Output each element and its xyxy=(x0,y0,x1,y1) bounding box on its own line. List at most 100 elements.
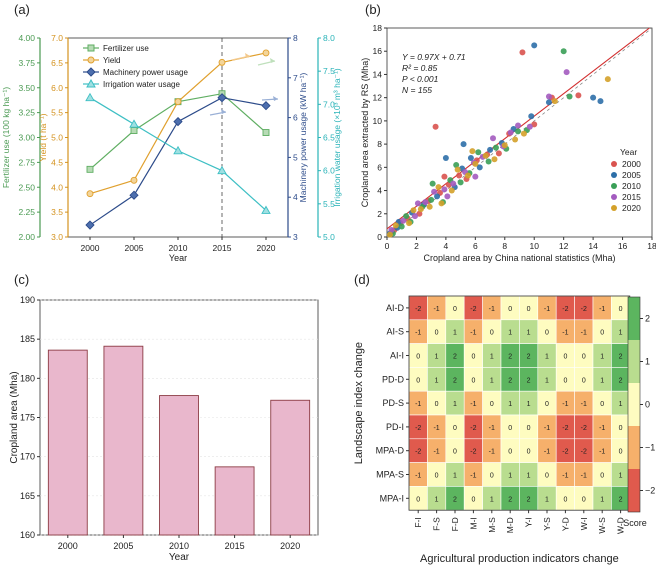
data-point-yield xyxy=(174,98,182,106)
scatter-point-2015 xyxy=(490,135,496,142)
cell-value: 1 xyxy=(435,377,439,384)
cell-value: 0 xyxy=(582,377,586,384)
y-axis-title-3: Irrigation water usage (×10³ m³ ha⁻¹) xyxy=(332,68,342,207)
cell-value: 0 xyxy=(453,425,457,432)
data-point-yield xyxy=(218,58,226,66)
panel-a-label: (a) xyxy=(14,2,30,17)
legend-marker xyxy=(611,183,617,189)
x-tick-label: 2010 xyxy=(169,541,189,551)
cell-value: 1 xyxy=(508,473,512,480)
cell-value: 0 xyxy=(619,306,623,313)
cell-value: 2 xyxy=(453,496,457,503)
cell-value: 0 xyxy=(416,496,420,503)
scatter-point-2010 xyxy=(560,48,567,55)
scatter-point-2015 xyxy=(450,180,457,187)
cell-value: -1 xyxy=(489,449,495,456)
colorbar-tick-label: −1 xyxy=(645,443,655,453)
cell-value: -1 xyxy=(470,401,476,408)
scatter-point-2020 xyxy=(448,187,455,194)
scatter-point-2015 xyxy=(414,200,421,207)
x-tick-label: 2005 xyxy=(113,541,133,551)
y-tick-label: 7.0 xyxy=(51,33,63,43)
cell-value: 0 xyxy=(563,496,567,503)
cell-value: -1 xyxy=(433,425,439,432)
y-tick-label: 7.5 xyxy=(323,66,335,76)
cell-value: 0 xyxy=(582,496,586,503)
row-label: PD-I xyxy=(386,422,404,432)
y-tick-label: 14 xyxy=(373,69,383,79)
data-point-machinery-power-usage xyxy=(217,93,227,103)
cell-value: -2 xyxy=(415,449,421,456)
scatter-point-2010 xyxy=(566,93,573,100)
scatter-point-2000 xyxy=(432,123,439,130)
data-point-yield xyxy=(86,190,94,198)
scatter-point-2015 xyxy=(441,186,448,193)
cell-value: 1 xyxy=(545,496,549,503)
cell-value: -1 xyxy=(581,330,587,337)
cell-value: 0 xyxy=(471,354,475,361)
y-axis-title-0: Fertilizer use (100 kg ha⁻¹) xyxy=(1,87,11,188)
row-label: MPA-D xyxy=(376,446,405,456)
cell-value: -1 xyxy=(544,425,550,432)
fit-annotation: P < 0.001 xyxy=(402,74,439,84)
scatter-point-2005 xyxy=(434,193,441,200)
y-tick-label: 4.00 xyxy=(18,33,35,43)
bar-2005 xyxy=(103,345,144,536)
scatter-point-2020 xyxy=(520,130,527,137)
scatter-point-2020 xyxy=(417,206,424,213)
scatter-point-2005 xyxy=(545,99,552,106)
scatter-point-2000 xyxy=(416,210,423,217)
y-tick-label: 7.0 xyxy=(323,99,335,109)
data-point-yield xyxy=(262,49,270,57)
y-axis-title: Cropland area (Mha) xyxy=(9,371,20,463)
cell-value: -1 xyxy=(470,473,476,480)
scatter-point-2005 xyxy=(460,141,467,148)
cell-value: 1 xyxy=(508,330,512,337)
cell-value: 2 xyxy=(453,377,457,384)
cell-value: 0 xyxy=(508,306,512,313)
cell-value: 0 xyxy=(471,496,475,503)
scatter-point-2005 xyxy=(590,94,597,101)
scatter-point-2000 xyxy=(519,49,526,56)
col-label: F-D xyxy=(450,517,460,531)
scatter-point-2010 xyxy=(515,128,522,135)
y-tick-label: 3 xyxy=(293,232,298,242)
scatter-point-2015 xyxy=(472,173,479,180)
cell-value: 1 xyxy=(600,354,604,361)
row-label: PD-D xyxy=(382,374,404,384)
y-tick-label: 6.0 xyxy=(51,83,63,93)
legend-label: 2010 xyxy=(622,181,641,191)
colorbar-segment xyxy=(628,340,640,383)
cell-value: 1 xyxy=(453,401,457,408)
cell-value: 2 xyxy=(508,377,512,384)
cell-value: 0 xyxy=(527,449,531,456)
scatter-point-2015 xyxy=(400,217,407,224)
cell-value: -1 xyxy=(599,425,605,432)
y-tick-label: 5.5 xyxy=(51,108,63,118)
colorbar-segment xyxy=(628,383,640,426)
y-tick-label: 5.0 xyxy=(51,133,63,143)
colorbar-tick-label: 2 xyxy=(645,314,650,324)
row-label: MPA-S xyxy=(376,470,404,480)
cell-value: -1 xyxy=(599,306,605,313)
scatter-point-2015 xyxy=(545,93,552,100)
cell-value: 1 xyxy=(600,496,604,503)
cell-value: 0 xyxy=(600,401,604,408)
colorbar-tick-label: 0 xyxy=(645,400,650,410)
scatter-point-2000 xyxy=(531,121,538,128)
scatter-point-2020 xyxy=(551,98,558,105)
y-tick-label: 5 xyxy=(293,152,298,162)
cell-value: 0 xyxy=(527,306,531,313)
cell-value: -1 xyxy=(433,449,439,456)
cell-value: 1 xyxy=(527,473,531,480)
legend-title: Year xyxy=(620,147,637,157)
cell-value: -1 xyxy=(415,473,421,480)
cell-value: 0 xyxy=(435,401,439,408)
cell-value: 1 xyxy=(453,473,457,480)
y-tick-label: 16 xyxy=(373,46,383,56)
cell-value: 2 xyxy=(619,354,623,361)
scatter-point-2010 xyxy=(457,179,464,186)
scatter-point-2010 xyxy=(453,162,460,169)
